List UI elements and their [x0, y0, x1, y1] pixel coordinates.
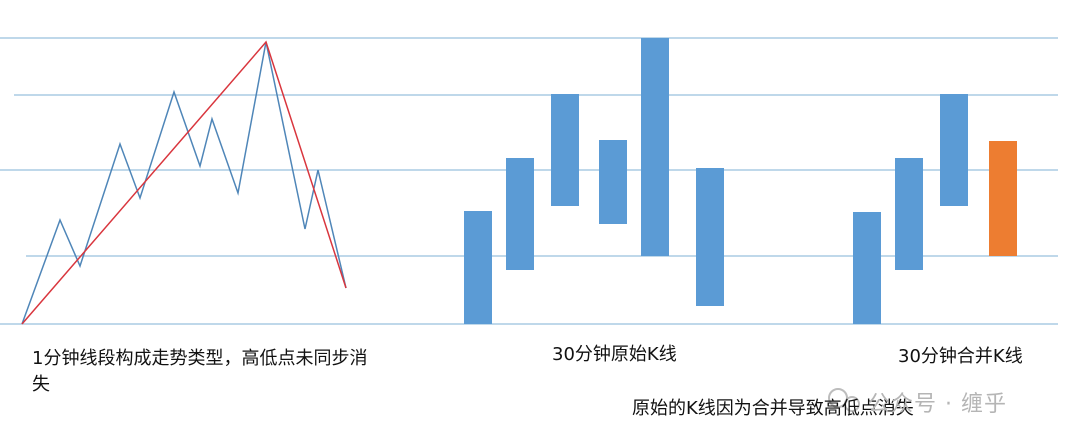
- candle: [940, 94, 968, 206]
- trend-segment: [21, 40, 347, 325]
- candle: [506, 158, 534, 270]
- candle: [599, 140, 627, 224]
- watermark-icon: [828, 388, 860, 412]
- candle: [696, 168, 724, 306]
- caption-note: 原始的K线因为合并导致高低点消失: [632, 398, 914, 419]
- candle: [641, 38, 669, 256]
- merged-candle: [989, 141, 1017, 256]
- candle: [464, 211, 492, 324]
- raw-candles: [464, 38, 724, 324]
- candle: [551, 94, 579, 206]
- candle: [853, 212, 881, 324]
- watermark: 公众号 · 缠乎: [868, 392, 1007, 417]
- caption-merged: 30分钟合并K线: [898, 346, 1023, 367]
- caption-raw: 30分钟原始K线: [552, 344, 677, 365]
- one-minute-path: [21, 41, 347, 325]
- caption-one-minute: 1分钟线段构成走势类型，高低点未同步消失: [32, 348, 368, 395]
- merged-candles: [853, 94, 1017, 324]
- candle: [895, 158, 923, 270]
